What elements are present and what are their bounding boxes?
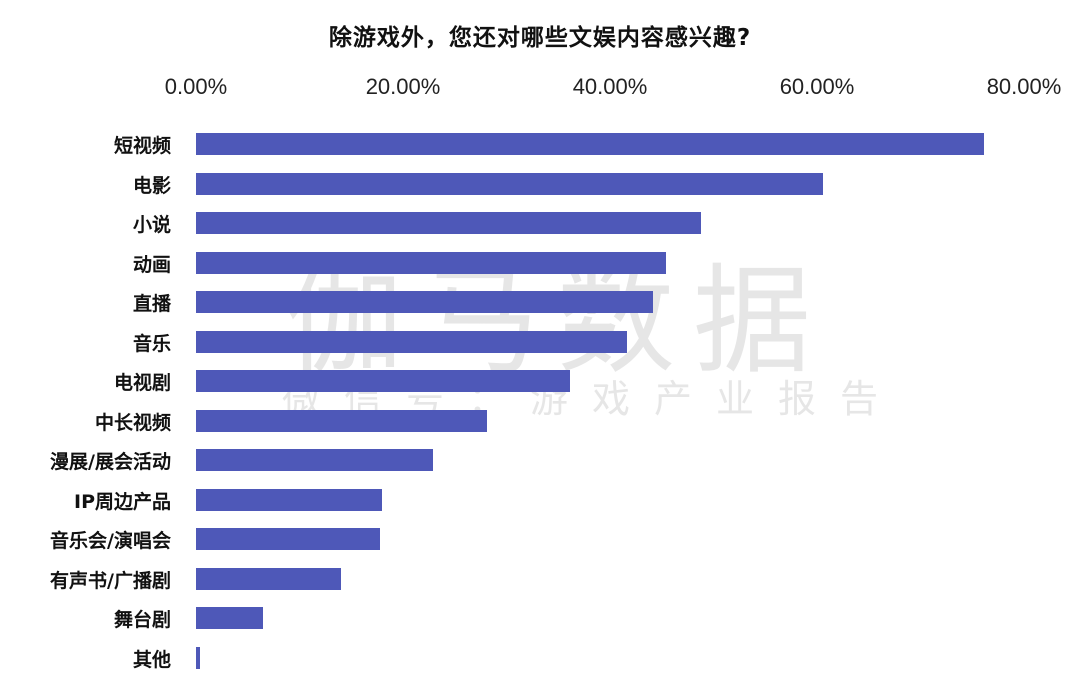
bar-row: 短视频: [0, 124, 1080, 164]
category-label: 舞台剧: [113, 609, 171, 631]
chart-title: 除游戏外，您还对哪些文娱内容感兴趣?: [328, 25, 752, 51]
bar-row: 中长视频: [0, 401, 1080, 441]
category-label: 直播: [132, 293, 171, 315]
bar: [196, 330, 627, 353]
category-label: 小说: [132, 214, 171, 236]
x-tick-label: 0.00%: [164, 74, 228, 99]
bar: [196, 607, 264, 629]
bar-row: 舞台剧: [0, 598, 1080, 638]
x-tick-label: 80.00%: [986, 74, 1062, 99]
bar: [196, 370, 570, 392]
bar-row: 电影: [0, 164, 1080, 204]
bar-row: 音乐: [0, 322, 1080, 362]
x-axis: 0.00% 20.00% 40.00% 60.00% 80.00%: [0, 74, 1080, 104]
category-label: 音乐会/演唱会: [50, 530, 171, 552]
bar-row: 其他: [0, 638, 1080, 678]
bar: [196, 646, 201, 669]
bar-row: 电视剧: [0, 361, 1080, 401]
x-tick-label: 20.00%: [365, 74, 441, 99]
category-label: 动画: [132, 253, 171, 276]
bar: [196, 409, 487, 432]
bar-row: 漫展/展会活动: [0, 440, 1080, 480]
category-label: 电影: [132, 174, 171, 197]
category-label: 中长视频: [94, 411, 171, 434]
x-tick-label: 60.00%: [779, 74, 855, 99]
bar-row: 小说: [0, 203, 1080, 243]
category-label: 短视频: [113, 135, 171, 157]
category-label: 电视剧: [113, 372, 171, 394]
category-label: 有声书/广播剧: [50, 569, 171, 592]
category-label: 其他: [132, 648, 171, 671]
bar-row: 有声书/广播剧: [0, 559, 1080, 599]
bar: [196, 488, 383, 511]
bar: [196, 172, 824, 195]
bar-row: IP周边产品: [0, 480, 1080, 520]
bar: [196, 251, 666, 274]
bar-row: 直播: [0, 282, 1080, 322]
category-label: IP周边产品: [74, 490, 171, 513]
category-label: 音乐: [132, 332, 171, 355]
x-tick-label: 40.00%: [572, 74, 648, 99]
bar: [196, 449, 433, 471]
bar: [196, 133, 984, 155]
bar: [196, 212, 702, 234]
bar-row: 动画: [0, 243, 1080, 283]
bar: [196, 567, 341, 590]
bar: [196, 528, 381, 550]
bar-row: 音乐会/演唱会: [0, 519, 1080, 559]
category-label: 漫展/展会活动: [50, 451, 171, 473]
bar: [196, 291, 654, 313]
